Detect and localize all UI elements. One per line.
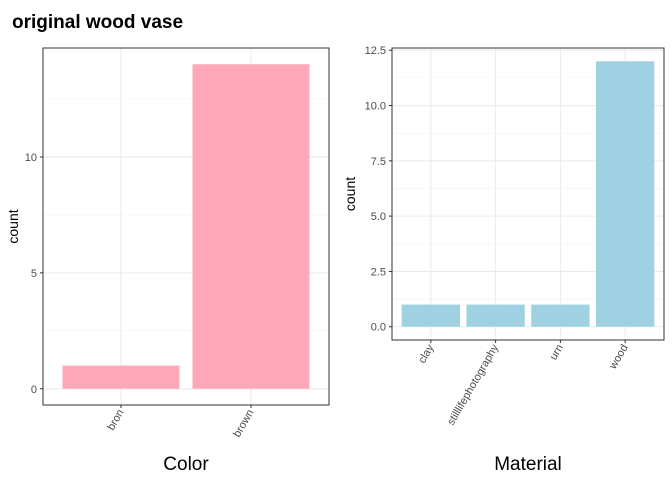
chart-panel-2: 0.0 2.5 5.0 7.5 10.0 12.5 clay stilllifephotogr…	[342, 45, 665, 475]
plot-border	[391, 47, 665, 341]
bar-wood	[596, 61, 655, 327]
y-tick-label: 10.0	[365, 101, 386, 113]
bar-stilllifephotography	[466, 304, 525, 327]
chart-title: original wood vase	[12, 12, 183, 33]
x-axis-title: Material	[494, 454, 562, 475]
y-tick-label: 12.5	[365, 45, 386, 57]
y-axis-title: count	[5, 209, 21, 243]
chart-panels: 0 5 10 bron brown count Color 0.0 2.5 5.0 7.5 10.0 1…	[5, 45, 665, 475]
x-tick-label: brown	[231, 408, 256, 440]
x-tick-label: stilllifephotography	[445, 342, 501, 427]
y-axis-title: count	[342, 177, 358, 211]
y-tick-label: 0.0	[371, 322, 386, 334]
bar-urn	[531, 304, 590, 327]
x-tick-label: urn	[548, 343, 566, 363]
bar-bron	[62, 365, 180, 389]
chart-panel-1: 0 5 10 bron brown count Color	[5, 47, 330, 475]
y-tick-label: 0	[31, 384, 37, 396]
plot-border	[42, 47, 330, 406]
bar-clay	[401, 304, 460, 327]
x-tick-label: clay	[416, 342, 436, 365]
y-tick-label: 10	[25, 152, 37, 164]
x-tick-label: bron	[105, 408, 126, 433]
x-tick-label: wood	[607, 343, 631, 373]
x-axis-title: Color	[163, 454, 209, 475]
bar-brown	[192, 64, 310, 389]
y-tick-label: 2.5	[371, 266, 386, 278]
y-tick-label: 5.0	[371, 211, 386, 223]
y-tick-label: 7.5	[371, 156, 386, 168]
y-tick-label: 5	[31, 268, 37, 280]
